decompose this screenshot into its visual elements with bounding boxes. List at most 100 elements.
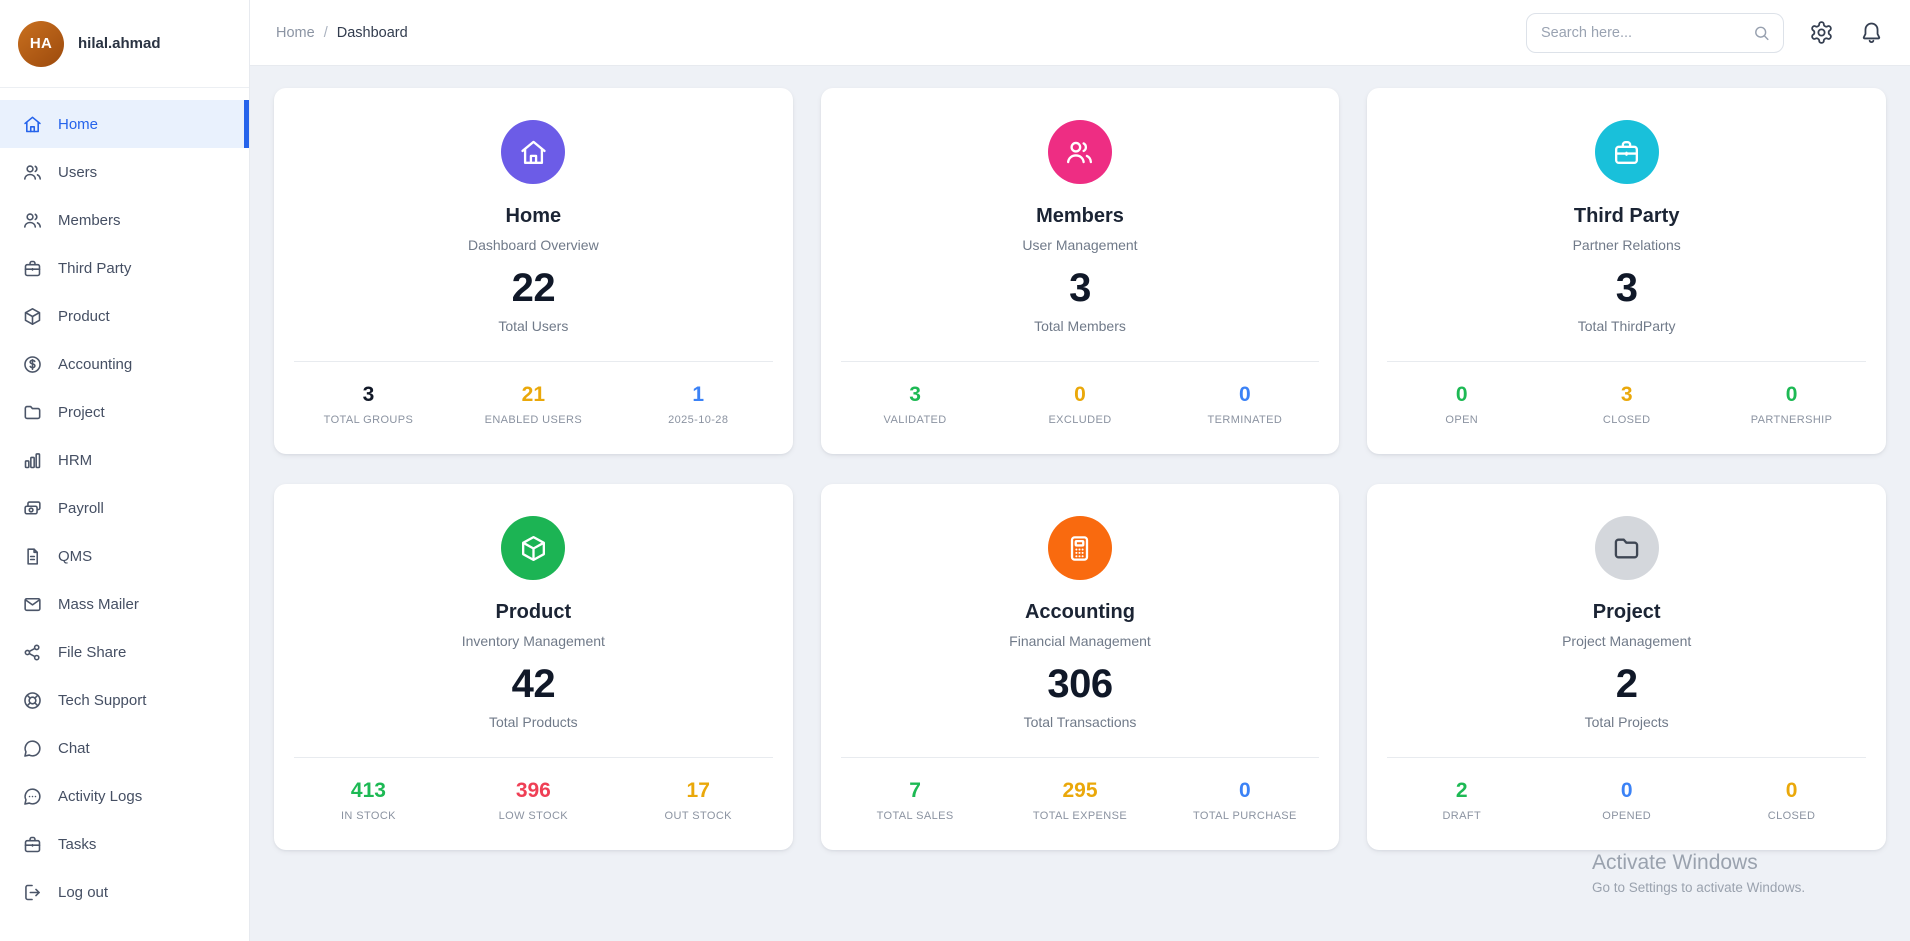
sidebar-item-mass-mailer[interactable]: Mass Mailer bbox=[0, 580, 249, 628]
card-total-value: 3 bbox=[1615, 266, 1638, 310]
sidebar-item-home[interactable]: Home bbox=[0, 100, 249, 148]
sidebar-item-log-out[interactable]: Log out bbox=[0, 868, 249, 916]
card-title: Home bbox=[505, 205, 562, 227]
stat-label: CLOSED bbox=[1767, 810, 1816, 822]
chat-icon bbox=[22, 738, 43, 759]
stat-label: IN STOCK bbox=[340, 810, 396, 822]
sidebar-item-label: Accounting bbox=[58, 355, 133, 373]
sidebar-item-label: Tasks bbox=[58, 835, 97, 853]
stat-label: TOTAL PURCHASE bbox=[1192, 810, 1297, 822]
card-subtitle: Dashboard Overview bbox=[467, 237, 599, 253]
card-third-party[interactable]: Third Party Partner Relations 3 Total Th… bbox=[1367, 88, 1886, 454]
card-title: Accounting bbox=[1024, 601, 1135, 623]
sidebar-item-label: Mass Mailer bbox=[58, 595, 139, 613]
file-icon bbox=[22, 546, 43, 567]
stat-label: 2025-10-28 bbox=[668, 414, 729, 426]
card-accounting[interactable]: Accounting Financial Management 306 Tota… bbox=[820, 484, 1340, 850]
card-total-value: 306 bbox=[1047, 662, 1113, 706]
sidebar-item-accounting[interactable]: Accounting bbox=[0, 340, 249, 388]
stat-label: EXCLUDED bbox=[1048, 414, 1112, 426]
card-stats: 413 IN STOCK 396 LOW STOCK 17 OUT STOCK bbox=[274, 758, 793, 850]
stat-value: 2 bbox=[1455, 779, 1468, 802]
sidebar-item-label: Log out bbox=[58, 883, 109, 901]
card-stat: 3 VALIDATED bbox=[833, 383, 998, 426]
search-input[interactable] bbox=[1526, 12, 1784, 53]
stat-value: 0 bbox=[1239, 779, 1251, 802]
sidebar-item-tech-support[interactable]: Tech Support bbox=[0, 676, 249, 724]
card-stat: 0 TERMINATED bbox=[1162, 383, 1327, 426]
sidebar-item-payroll[interactable]: Payroll bbox=[0, 484, 249, 532]
user-profile[interactable]: HA hilal.ahmad bbox=[0, 0, 249, 88]
breadcrumb-home-link[interactable]: Home bbox=[276, 24, 315, 41]
chat-dots-icon bbox=[22, 786, 43, 807]
stat-label: TERMINATED bbox=[1207, 414, 1283, 426]
card-stat: 3 CLOSED bbox=[1544, 383, 1709, 426]
card-total-value: 2 bbox=[1615, 662, 1638, 706]
notifications-bell-button[interactable] bbox=[1859, 20, 1884, 45]
sidebar-item-label: Third Party bbox=[58, 259, 132, 277]
sidebar-item-hrm[interactable]: HRM bbox=[0, 436, 249, 484]
sidebar-item-label: QMS bbox=[58, 547, 93, 565]
stat-value: 3 bbox=[1620, 383, 1633, 406]
box-icon bbox=[22, 306, 43, 327]
search-box bbox=[1526, 12, 1784, 53]
sidebar-item-third-party[interactable]: Third Party bbox=[0, 244, 249, 292]
stat-value: 0 bbox=[1620, 779, 1633, 802]
settings-gear-button[interactable] bbox=[1809, 20, 1834, 45]
stat-label: OPENED bbox=[1602, 810, 1652, 822]
card-stat: 1 2025-10-28 bbox=[616, 383, 781, 426]
stat-value: 396 bbox=[515, 779, 551, 802]
card-stat: 2 DRAFT bbox=[1379, 779, 1544, 822]
users-icon bbox=[22, 162, 43, 183]
sidebar-item-chat[interactable]: Chat bbox=[0, 724, 249, 772]
sidebar-item-label: Activity Logs bbox=[58, 787, 143, 805]
avatar[interactable]: HA bbox=[18, 20, 64, 67]
stat-value: 0 bbox=[1239, 383, 1251, 406]
users-icon bbox=[22, 210, 43, 231]
stat-value: 1 bbox=[692, 383, 705, 406]
card-stat: 396 LOW STOCK bbox=[451, 779, 616, 822]
sidebar-item-label: Home bbox=[58, 115, 99, 133]
sidebar-item-members[interactable]: Members bbox=[0, 196, 249, 244]
sidebar-item-project[interactable]: Project bbox=[0, 388, 249, 436]
card-total-value: 3 bbox=[1069, 266, 1091, 310]
stat-value: 0 bbox=[1455, 383, 1468, 406]
card-total-value: 22 bbox=[511, 266, 556, 310]
stat-label: OUT STOCK bbox=[664, 810, 732, 822]
stat-label: TOTAL EXPENSE bbox=[1032, 810, 1128, 822]
stat-value: 3 bbox=[909, 383, 921, 406]
card-divider bbox=[1387, 361, 1866, 362]
sidebar-item-qms[interactable]: QMS bbox=[0, 532, 249, 580]
sidebar-item-tasks[interactable]: Tasks bbox=[0, 820, 249, 868]
card-stat: 0 OPENED bbox=[1544, 779, 1709, 822]
sidebar-item-label: Users bbox=[58, 163, 98, 181]
card-stat: 0 EXCLUDED bbox=[998, 383, 1163, 426]
home-icon bbox=[501, 120, 566, 184]
briefcase-icon bbox=[1594, 120, 1659, 184]
sidebar-item-file-share[interactable]: File Share bbox=[0, 628, 249, 676]
breadcrumb-separator: / bbox=[323, 24, 328, 41]
users-icon bbox=[1047, 120, 1112, 184]
sidebar-item-activity-logs[interactable]: Activity Logs bbox=[0, 772, 249, 820]
sidebar-item-label: Project bbox=[58, 403, 105, 421]
sidebar-item-label: Tech Support bbox=[58, 691, 147, 709]
card-stat: 0 CLOSED bbox=[1709, 779, 1874, 822]
card-divider bbox=[1387, 757, 1866, 758]
card-title: Project bbox=[1592, 601, 1661, 623]
folder-icon bbox=[22, 402, 43, 423]
card-project[interactable]: Project Project Management 2 Total Proje… bbox=[1367, 484, 1886, 850]
stat-label: ENABLED USERS bbox=[484, 414, 583, 426]
card-stat: 7 TOTAL SALES bbox=[833, 779, 998, 822]
logout-icon bbox=[22, 882, 43, 903]
sidebar-item-product[interactable]: Product bbox=[0, 292, 249, 340]
card-title: Third Party bbox=[1573, 205, 1680, 227]
topbar: Home / Dashboard bbox=[250, 0, 1910, 66]
card-home[interactable]: Home Dashboard Overview 22 Total Users 3… bbox=[274, 88, 793, 454]
stat-label: DRAFT bbox=[1442, 810, 1482, 822]
card-members[interactable]: Members User Management 3 Total Members … bbox=[820, 88, 1340, 454]
main-area: Home / Dashboard Home Dashboard Overview… bbox=[250, 0, 1910, 941]
card-product[interactable]: Product Inventory Management 42 Total Pr… bbox=[274, 484, 793, 850]
card-total-value: 42 bbox=[511, 662, 556, 706]
sidebar-item-users[interactable]: Users bbox=[0, 148, 249, 196]
briefcase-icon bbox=[22, 258, 43, 279]
